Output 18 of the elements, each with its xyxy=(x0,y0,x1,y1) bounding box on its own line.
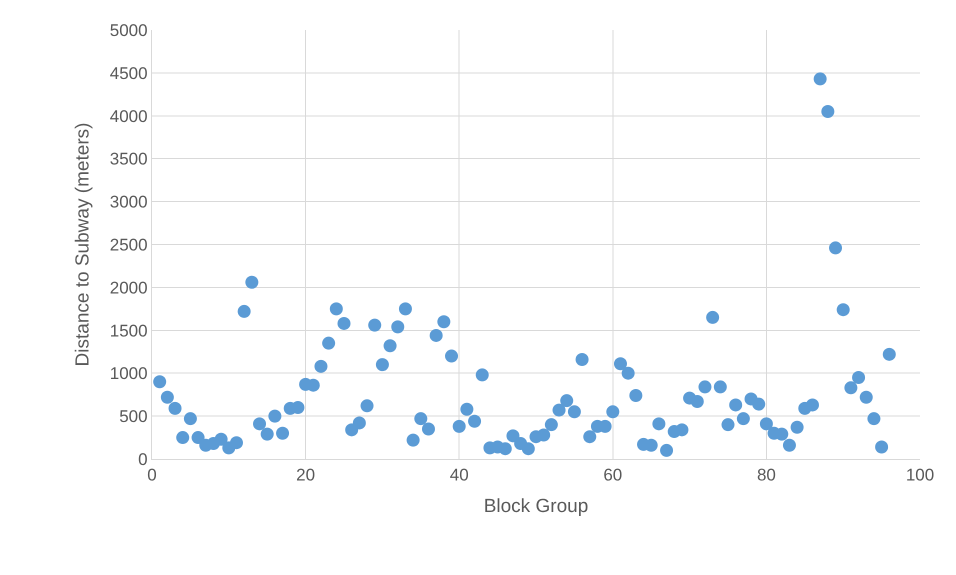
x-axis-title: Block Group xyxy=(484,496,588,518)
y-tick-label: 2500 xyxy=(110,235,148,254)
y-tick-label: 0 xyxy=(138,450,148,469)
y-tick-label: 4500 xyxy=(110,64,148,83)
x-tick-label: 100 xyxy=(906,465,934,484)
y-tick-label: 3500 xyxy=(110,150,148,169)
y-tick-label: 5000 xyxy=(110,20,148,40)
y-tick-label: 2000 xyxy=(110,278,148,298)
y-tick-label: 500 xyxy=(119,407,148,426)
y-tick-label: 1500 xyxy=(110,321,148,340)
y-tick-label: 1000 xyxy=(110,364,148,384)
x-tick-label: 60 xyxy=(603,465,622,484)
x-tick-label: 20 xyxy=(296,465,316,484)
y-tick-label: 4000 xyxy=(110,106,148,126)
x-tick-label: 40 xyxy=(450,465,469,484)
y-tick-label: 3000 xyxy=(110,192,148,212)
y-axis-title: Distance to Subway (meters) xyxy=(72,122,94,366)
x-tick-label: 80 xyxy=(756,465,776,484)
